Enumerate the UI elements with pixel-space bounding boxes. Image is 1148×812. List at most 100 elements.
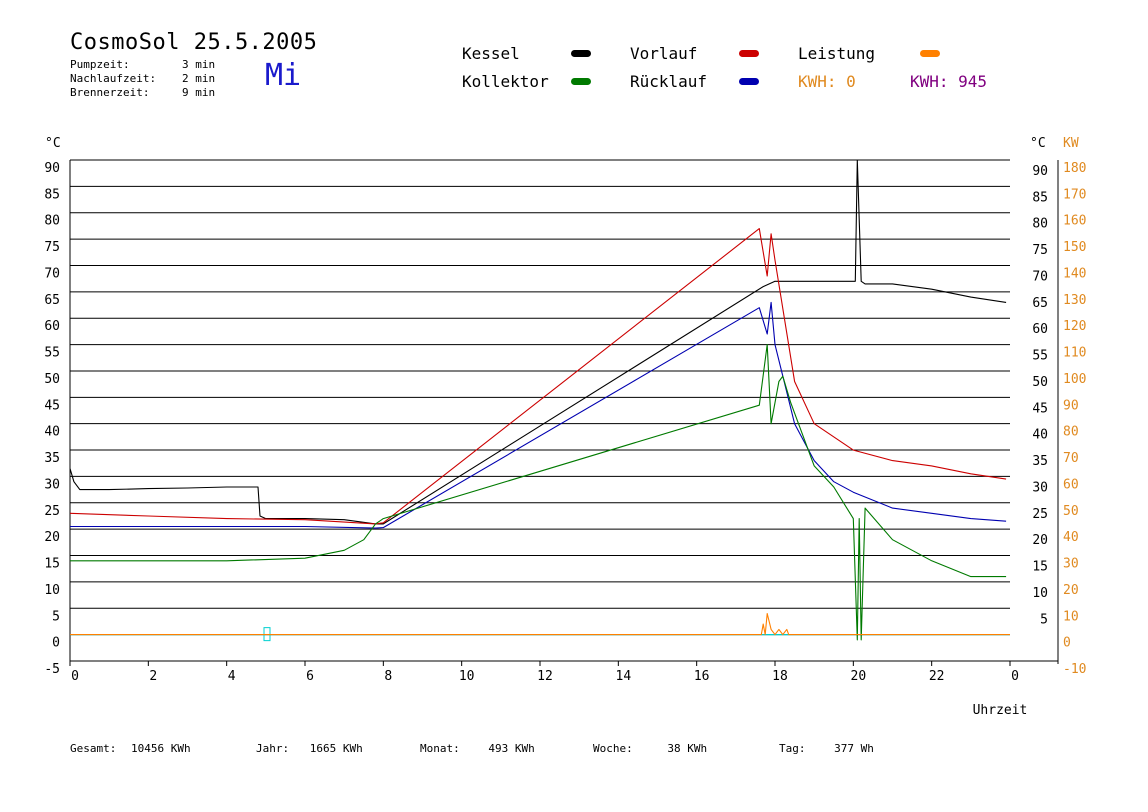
info-row-brennerzeit: Brennerzeit: 9 min [70,86,215,99]
y-tick-label-left: 40 [44,425,60,440]
y-tick-label-left: -5 [44,662,60,677]
y-tick-label-right-power: 120 [1063,319,1086,334]
y-tick-label-left: 65 [44,293,60,308]
y-tick-label-right-temp: 80 [1032,217,1048,232]
total-value: 493 KWh [488,742,535,755]
info-label: Brennerzeit: [70,86,150,99]
legend-kwh-purple: KWH: 945 [910,72,988,91]
info-label: Pumpzeit: [70,58,130,71]
total-monat: Monat: 493 KWh [420,742,535,755]
total-value: 377 Wh [834,742,874,755]
series-line-vorlauf [69,228,1007,525]
total-tag: Tag: 377 Wh [779,742,874,755]
y-tick-label-left: 60 [44,319,60,334]
chart-grid [70,159,1010,662]
chart-labels: 0 2 4 6 8 10 12 14 16 18 20 22 0 Uhrzeit 90 85 80 75 70 65 6… [44,136,1086,718]
total-value: 1665 KWh [309,742,363,755]
x-tick-label: 16 [694,669,710,684]
y-tick-label-right-power: 160 [1063,214,1086,229]
x-tick-label: 0 [71,669,79,684]
series-line-kessel [69,159,1007,525]
y-tick-label-right-power: 10 [1063,609,1079,624]
y-tick-label-right-power: 140 [1063,266,1086,281]
chart-axes [69,160,1059,666]
total-woche: Woche: 38 KWh [593,742,707,755]
total-value: 38 KWh [667,742,708,755]
y-tick-label-right-power: 130 [1063,293,1086,308]
y-tick-label-left: 75 [44,240,60,255]
legend-kollektor-swatch [571,78,591,85]
y-tick-label-left: 50 [44,372,60,387]
y-tick-label-left: 90 [44,161,60,176]
x-tick-label: 6 [306,669,314,684]
y-tick-label-left: 30 [44,477,60,492]
legend-kessel-swatch [571,50,591,57]
y-tick-label-right-power: 150 [1063,240,1086,255]
y-tick-label-right-temp: 70 [1032,269,1048,284]
chart-series [69,159,1010,642]
series-line-kollektor [70,344,1007,641]
y-tick-label-right-temp: 15 [1032,560,1048,575]
x-tick-label: 22 [929,669,945,684]
y-tick-label-right-power: 60 [1063,477,1079,492]
series-line-ruecklauf [70,301,1007,529]
y-axis-unit-right: °C [1030,136,1046,151]
y-tick-label-right-power: 50 [1063,504,1079,519]
y-tick-label-left: 80 [44,214,60,229]
y-tick-label-left: 55 [44,346,60,361]
legend-leistung-swatch [920,50,940,57]
y-axis-unit-power: KW [1063,136,1079,151]
y-tick-label-right-temp: 55 [1032,349,1048,364]
x-tick-label: 10 [459,669,475,684]
y-tick-label-right-temp: 10 [1032,586,1048,601]
y-tick-label-right-power: 40 [1063,530,1079,545]
legend-ruecklauf-label: Rücklauf [630,72,708,91]
y-tick-label-right-power: 170 [1063,187,1086,202]
info-row-pumpzeit: Pumpzeit: 3 min [70,58,215,71]
y-tick-label-right-temp: 25 [1032,507,1048,522]
y-tick-label-right-temp: 85 [1032,190,1048,205]
x-tick-label: 12 [537,669,553,684]
x-tick-label: 8 [384,669,392,684]
y-tick-label-right-power: 180 [1063,161,1086,176]
total-label: Monat: [420,742,460,755]
total-label: Tag: [779,742,806,755]
x-tick-label: 0 [1011,669,1019,684]
legend-kessel-label: Kessel [462,44,520,63]
y-tick-label-left: 45 [44,398,60,413]
y-tick-label-left: 70 [44,266,60,281]
y-tick-label-right-power: 0 [1063,636,1071,651]
series-line-leistung [70,612,1010,636]
y-tick-label-right-temp: 60 [1032,322,1048,337]
y-tick-label-right-power: 70 [1063,451,1079,466]
info-value: 2 min [182,72,216,85]
y-tick-label-left: 15 [44,557,60,572]
y-tick-label-left: 85 [44,187,60,202]
y-tick-label-right-power: -10 [1063,662,1086,677]
x-tick-label: 14 [616,669,632,684]
legend-leistung-label: Leistung [798,44,876,63]
x-tick-label: 4 [228,669,236,684]
legend-ruecklauf-swatch [739,78,759,85]
chart-title: CosmoSol 25.5.2005 [70,30,318,55]
y-tick-label-right-temp: 30 [1032,480,1048,495]
x-tick-label: 18 [772,669,788,684]
y-tick-label-left: 10 [44,583,60,598]
legend-vorlauf-label: Vorlauf [630,44,698,63]
y-tick-label-right-temp: 35 [1032,454,1048,469]
legend-kollektor-label: Kollektor [462,72,549,91]
y-tick-label-right-temp: 5 [1040,612,1048,627]
y-tick-label-right-power: 80 [1063,425,1079,440]
y-axis-unit-left: °C [45,136,61,151]
y-tick-label-right-power: 110 [1063,346,1086,361]
x-axis-title: Uhrzeit [973,703,1028,718]
y-tick-label-right-temp: 50 [1032,375,1048,390]
info-label: Nachlaufzeit: [70,72,157,85]
y-tick-label-right-temp: 20 [1032,533,1048,548]
y-tick-label-left: 20 [44,530,60,545]
y-tick-label-right-temp: 90 [1032,164,1048,179]
y-tick-label-right-temp: 75 [1032,243,1048,258]
y-tick-label-right-temp: 65 [1032,296,1048,311]
y-tick-label-right-temp: 40 [1032,428,1048,443]
